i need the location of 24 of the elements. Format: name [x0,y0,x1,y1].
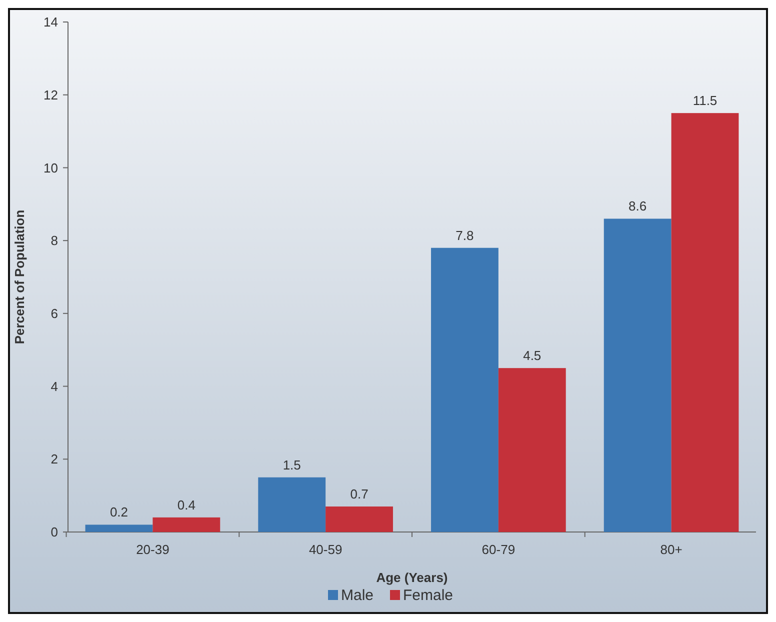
data-label: 8.6 [628,198,647,214]
x-tick-label: 40-59 [308,542,342,557]
y-tick-label: 2 [50,452,58,467]
y-axis-title: Percent of Population [12,210,27,344]
y-tick-label: 12 [44,87,58,102]
data-label: 11.5 [692,93,718,108]
legend-label: Female [403,587,454,604]
data-label: 0.7 [350,486,368,502]
y-tick-label: 14 [44,14,58,30]
data-label: 1.5 [282,457,301,472]
x-axis-title: Age (Years) [376,570,448,585]
x-tick-label: 60-79 [482,542,516,557]
data-label: 4.5 [523,348,542,364]
x-tick-label: 80+ [660,542,682,557]
x-tick-label: 20-39 [136,542,170,557]
y-tick-label: 8 [50,233,58,248]
y-tick-label: 4 [50,378,58,394]
y-tick-label: 10 [44,160,58,176]
y-tick-label: 0 [50,524,58,540]
legend-label: Male [341,587,374,604]
data-label: 0.2 [110,504,128,520]
data-label: 7.8 [456,228,474,243]
data-label: 0.4 [177,497,196,512]
y-tick-label: 6 [50,306,58,321]
